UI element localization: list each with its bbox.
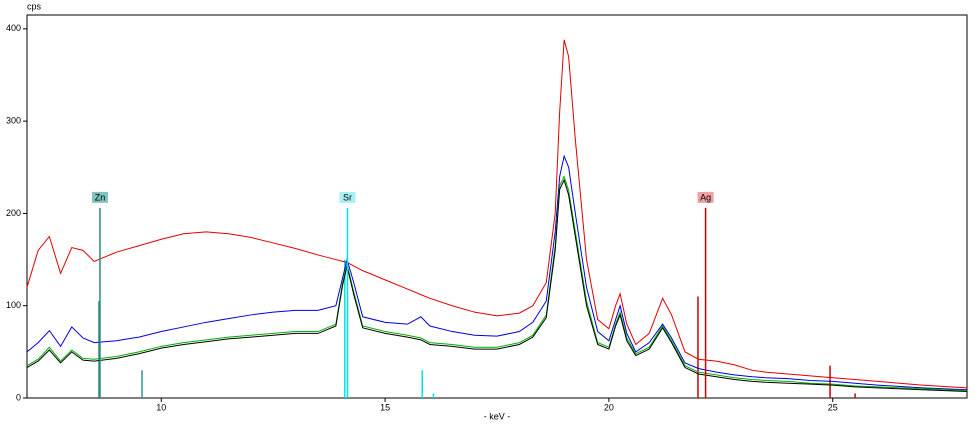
y-axis-label: cps bbox=[27, 1, 42, 11]
spectrum-line bbox=[26, 178, 968, 393]
y-tick-label: 100 bbox=[6, 300, 21, 310]
spectrum-line bbox=[26, 39, 968, 389]
spectrum-line bbox=[26, 154, 968, 391]
element-marker-label: Zn bbox=[95, 192, 106, 202]
x-axis-label: - keV - bbox=[484, 411, 511, 421]
x-tick-label: 15 bbox=[380, 402, 390, 412]
element-marker-label: Sr bbox=[343, 192, 352, 202]
element-marker-box bbox=[91, 191, 108, 203]
y-tick-label: 400 bbox=[6, 23, 21, 33]
element-marker-label: Ag bbox=[700, 192, 711, 202]
x-tick-label: 25 bbox=[828, 402, 838, 412]
x-tick-label: 10 bbox=[156, 402, 166, 412]
element-marker-box bbox=[339, 191, 356, 203]
y-tick-label: 300 bbox=[6, 116, 21, 126]
element-marker-box bbox=[697, 191, 714, 203]
spectrum-line bbox=[26, 175, 968, 392]
y-tick-label: 0 bbox=[16, 392, 21, 402]
y-tick-label: 200 bbox=[6, 208, 21, 218]
plot-frame bbox=[26, 14, 968, 399]
x-tick-label: 20 bbox=[604, 402, 614, 412]
